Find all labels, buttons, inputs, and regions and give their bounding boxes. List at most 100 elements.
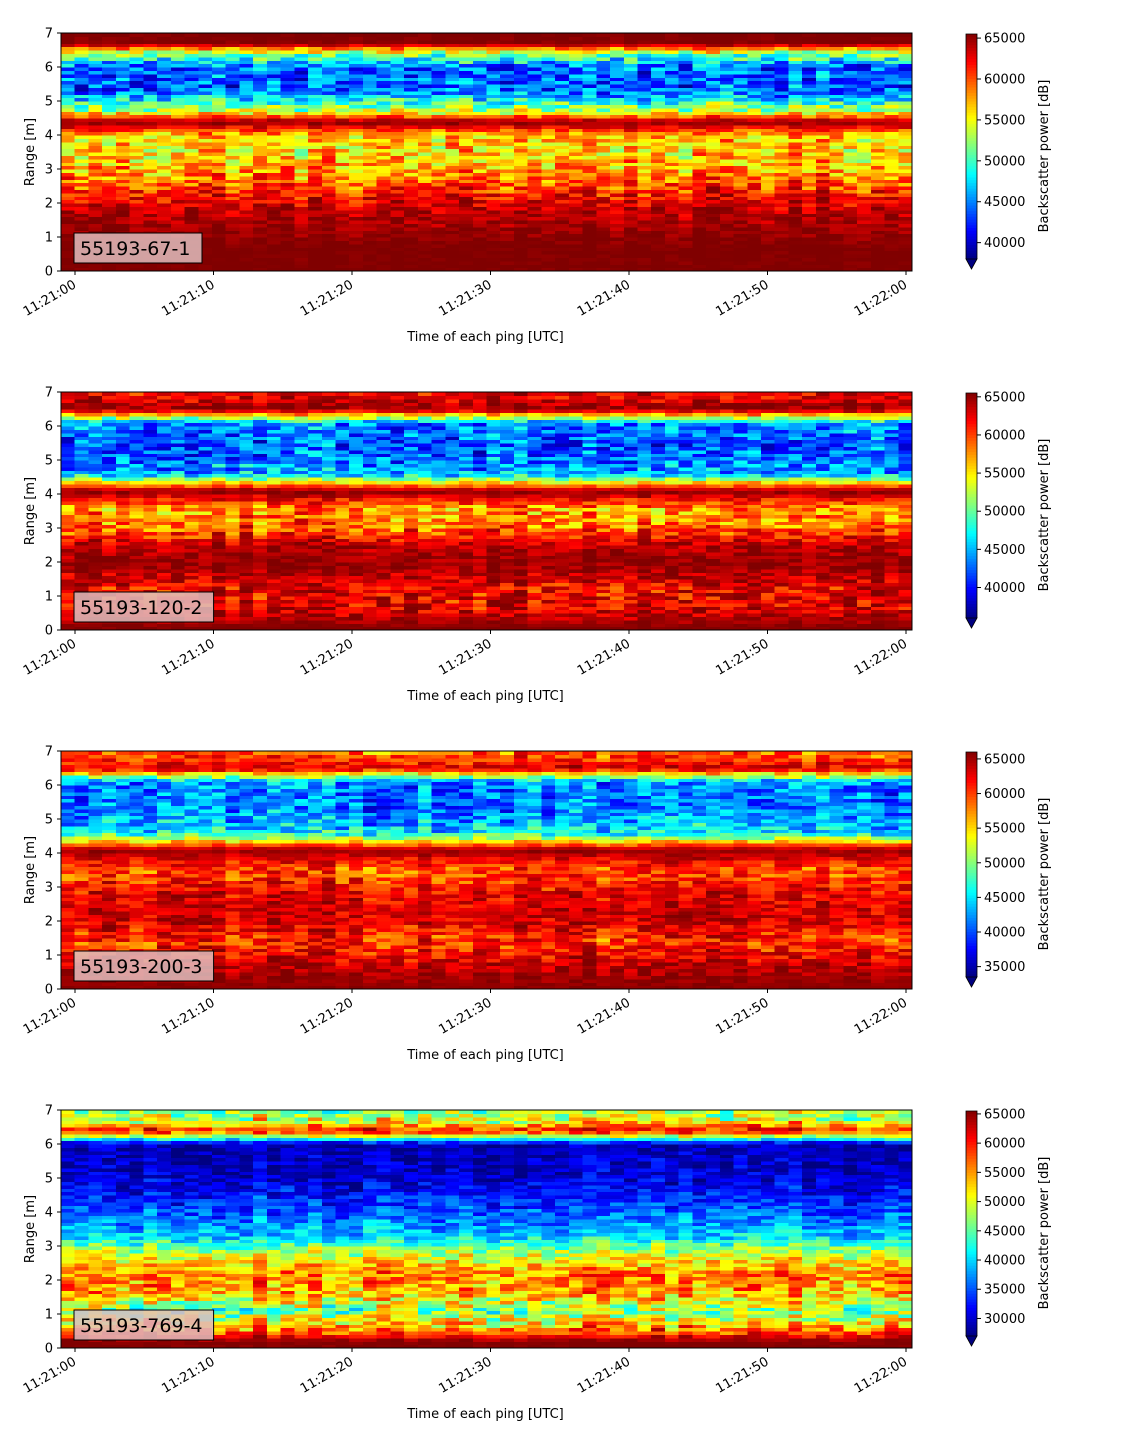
heatmap-cell [857, 267, 872, 272]
heatmap-cell [527, 189, 543, 194]
heatmap-cell [733, 135, 748, 139]
heatmap-cell [623, 138, 639, 143]
heatmap-cell [623, 240, 639, 245]
heatmap-cell [184, 203, 199, 207]
heatmap-cell [239, 172, 254, 177]
heatmap-cell [362, 206, 378, 211]
heatmap-cell [610, 172, 625, 177]
heatmap-cell [417, 192, 433, 197]
heatmap-cell [486, 131, 501, 136]
heatmap-cell [225, 33, 241, 37]
heatmap-cell [582, 182, 597, 187]
heatmap-cell [459, 148, 474, 153]
heatmap-cell [802, 131, 817, 136]
heatmap-cell [802, 267, 817, 272]
heatmap-cell [815, 203, 831, 207]
heatmap-cell [637, 189, 652, 194]
heatmap-cell [774, 33, 790, 37]
heatmap-cell [376, 131, 392, 136]
heatmap-cell [829, 33, 844, 37]
heatmap-cell [815, 131, 831, 136]
heatmap-cell [802, 237, 817, 241]
heatmap-cell [651, 213, 666, 218]
heatmap-cell [486, 33, 501, 37]
heatmap-cell [349, 152, 364, 156]
heatmap-cell [692, 152, 707, 156]
heatmap-cell [280, 257, 295, 262]
heatmap-cell [362, 33, 378, 37]
heatmap-cell [651, 152, 666, 156]
heatmap-cell [843, 267, 858, 272]
heatmap-cell [170, 175, 186, 180]
heatmap-cell [211, 175, 227, 180]
heatmap-cell [500, 199, 515, 204]
heatmap-cell [88, 145, 103, 150]
heatmap-cell [431, 213, 446, 218]
heatmap-cell [774, 209, 790, 214]
heatmap-cell [733, 220, 748, 224]
heatmap-cell [815, 264, 831, 269]
heatmap-cell [500, 196, 515, 201]
heatmap-cell [774, 250, 790, 255]
heatmap-cell [706, 182, 721, 187]
heatmap-cell [115, 162, 131, 167]
heatmap-cell [555, 145, 570, 150]
heatmap-cell [815, 186, 831, 190]
heatmap-cell [115, 152, 131, 156]
heatmap-cell [582, 209, 597, 214]
heatmap-cell [815, 226, 831, 231]
x-tick-label: 11:22:00 [852, 277, 910, 319]
heatmap-cell [349, 223, 364, 228]
heatmap-cell [308, 189, 323, 194]
heatmap-cell [376, 33, 392, 37]
heatmap-cell [253, 196, 268, 201]
heatmap-cell [376, 152, 392, 156]
heatmap-cell [678, 33, 693, 37]
heatmap-cell [102, 179, 117, 184]
heatmap-cell [513, 254, 529, 258]
heatmap-cell [829, 237, 844, 241]
heatmap-cell [266, 141, 282, 146]
heatmap-cell [431, 196, 446, 201]
heatmap-cell [843, 230, 858, 235]
heatmap-cell [527, 192, 543, 197]
heatmap-cell [445, 243, 460, 248]
heatmap-cell [211, 226, 227, 231]
heatmap-cell [431, 203, 446, 207]
heatmap-cell [815, 182, 831, 187]
heatmap-cell [829, 182, 844, 187]
heatmap-cell [225, 138, 241, 143]
heatmap-cell [74, 203, 90, 207]
heatmap-cell [651, 226, 666, 231]
heatmap-cell [431, 165, 446, 170]
heatmap-cell [74, 264, 90, 269]
heatmap-cell [623, 165, 639, 170]
heatmap-cell [143, 186, 158, 190]
heatmap-cell [555, 260, 570, 265]
heatmap-cell [568, 131, 584, 136]
heatmap-cell [486, 141, 501, 146]
heatmap-cell [596, 264, 611, 269]
heatmap-cell [829, 135, 844, 139]
heatmap-cell [321, 155, 337, 160]
heatmap-cell [884, 135, 899, 139]
heatmap-cell [815, 189, 831, 194]
heatmap-cell [472, 199, 488, 204]
heatmap-cell [706, 135, 721, 139]
heatmap-cell [513, 165, 529, 170]
heatmap-cell [555, 162, 570, 167]
heatmap-cell [788, 169, 803, 173]
heatmap-cell [788, 264, 803, 269]
heatmap-cell [61, 203, 76, 207]
heatmap-cell [541, 189, 556, 194]
heatmap-cell [802, 243, 817, 248]
heatmap-cell [664, 192, 680, 197]
heatmap-cell [335, 223, 350, 228]
heatmap-cell [170, 182, 186, 187]
heatmap-cell [555, 233, 570, 238]
heatmap-cell [568, 254, 584, 258]
heatmap-cell [459, 189, 474, 194]
heatmap-cell [266, 260, 282, 265]
heatmap-cell [102, 131, 117, 136]
heatmap-cell [198, 169, 213, 173]
